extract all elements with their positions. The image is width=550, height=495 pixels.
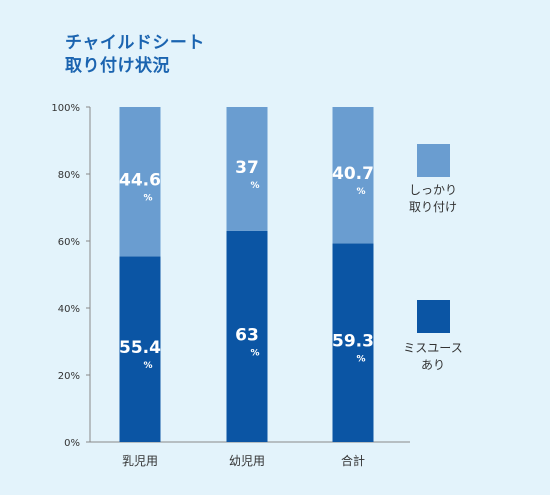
bar-segment [119,256,161,442]
data-label-unit: % [250,348,259,358]
data-label: 59.3 [332,332,374,352]
y-tick-label: 80% [58,170,80,181]
chart-title-line2: 取り付け状況 [65,56,170,76]
y-tick-label: 20% [58,371,80,382]
bar-segment [332,243,374,442]
legend-label: しっかり [409,183,457,197]
legend-swatch [417,144,450,177]
x-category-label: 幼児用 [229,454,265,468]
chart-title-line1: チャイルドシート [65,33,205,53]
data-label-unit: % [250,181,259,191]
legend-label: あり [421,358,445,372]
legend-swatch [417,300,450,333]
y-tick-label: 60% [58,237,80,248]
data-label: 37 [235,158,259,178]
bar-segment [226,230,268,442]
legend-label: ミスユース [403,341,462,355]
x-category-label: 乳児用 [122,454,158,468]
data-label-unit: % [143,361,152,371]
bar-segment [226,107,268,231]
data-label: 55.4 [119,338,161,358]
y-tick-label: 0% [64,438,80,449]
data-label: 63 [235,325,259,345]
legend-label: 取り付け [409,200,457,214]
data-label-unit: % [356,187,365,197]
chart-title: チャイルドシート 取り付け状況 [65,32,205,78]
data-label: 44.6 [119,171,161,191]
bar-segment [119,107,161,257]
bar-segment [332,107,374,244]
x-category-label: 合計 [341,453,365,468]
data-label-unit: % [143,194,152,204]
data-label-unit: % [356,355,365,365]
y-tick-label: 40% [58,304,80,315]
data-label: 40.7 [332,164,374,184]
y-tick-label: 100% [51,103,80,114]
